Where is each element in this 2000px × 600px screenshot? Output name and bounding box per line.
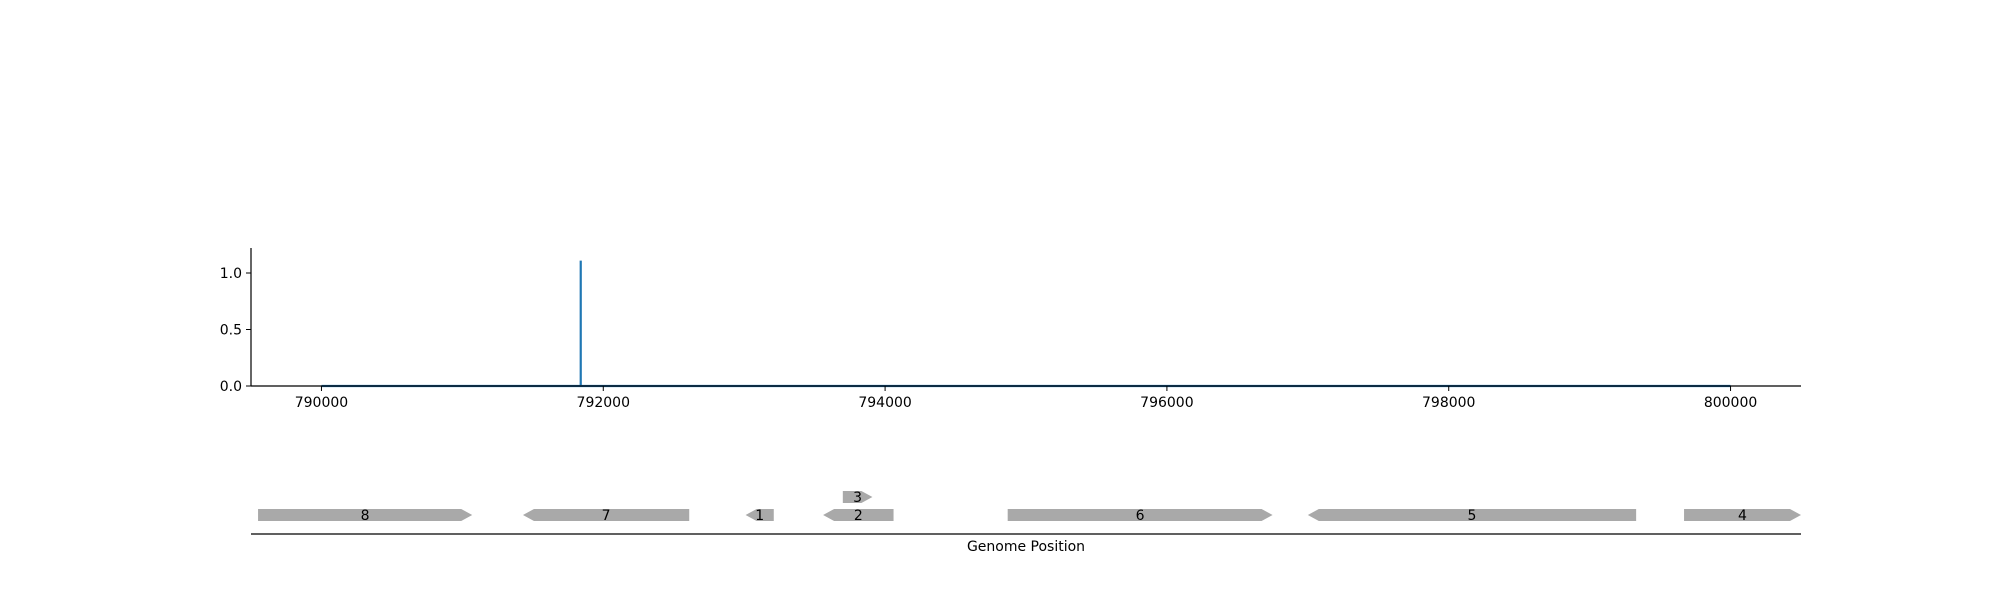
gene-arrow (522, 509, 690, 521)
gene-arrow (745, 509, 774, 521)
signal-plot: 0.0 0.5 1.0 790000 792000 794000 796000 798000… (220, 248, 1801, 411)
x-tick-label: 792000 (577, 395, 630, 411)
gene-arrow (1684, 509, 1801, 521)
gene-label: 8 (361, 508, 370, 524)
gene-arrow (1007, 509, 1273, 521)
signal-y-ticks: 0.0 0.5 1.0 (220, 266, 251, 395)
gene-label: 4 (1738, 508, 1747, 524)
gene-track: 8 7 1 2 3 6 5 4 Genome Position (251, 490, 1801, 555)
y-tick-label: 0.0 (220, 379, 242, 395)
gene-label: 3 (853, 490, 862, 506)
gene-arrow (842, 491, 873, 503)
x-tick-label: 800000 (1704, 395, 1757, 411)
gene-label: 6 (1136, 508, 1145, 524)
gene-label: 7 (602, 508, 611, 524)
x-tick-label: 796000 (1140, 395, 1193, 411)
signal-series-line (321, 260, 1731, 388)
gene-arrow (258, 509, 473, 521)
gene-track-xlabel: Genome Position (967, 539, 1085, 555)
y-tick-label: 0.5 (220, 323, 242, 339)
gene-label: 2 (854, 508, 863, 524)
signal-line-layer (321, 260, 1731, 388)
y-tick-label: 1.0 (220, 266, 242, 282)
gene-label: 5 (1468, 508, 1477, 524)
gene-label: 1 (755, 508, 764, 524)
x-tick-label: 790000 (295, 395, 348, 411)
gene-arrow (823, 509, 894, 521)
gene-arrow (1307, 509, 1637, 521)
x-tick-label: 794000 (858, 395, 911, 411)
gene-layer: 8 7 1 2 3 6 5 4 (258, 490, 1801, 524)
signal-x-ticks: 790000 792000 794000 796000 798000 800000 (295, 386, 1757, 411)
x-tick-label: 798000 (1422, 395, 1475, 411)
